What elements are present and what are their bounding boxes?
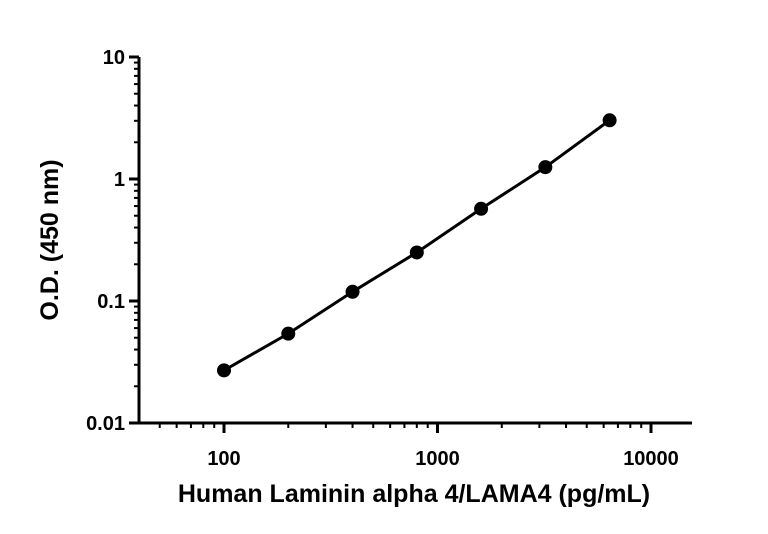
data-point [474,201,489,216]
y-tick-label: 10 [103,47,125,69]
data-point [217,363,231,378]
x-axis-title: Human Laminin alpha 4/LAMA4 (pg/mL) [178,480,650,508]
tick-labels: 0.01 0.1 1 10 100 1000 10000 [86,47,679,470]
y-tick-label: 0.1 [97,291,125,313]
y-tick-label: 0.01 [86,413,125,435]
data-point [345,284,360,299]
data-point [281,326,296,341]
y-tick-label: 1 [114,169,125,191]
data-point [602,113,617,128]
y-axis-title: O.D. (450 nm) [36,159,64,320]
data-point [538,160,553,175]
data-point [409,245,424,260]
axis-ticks [129,55,653,433]
x-tick-label: 100 [207,448,240,470]
x-tick-label: 10000 [623,448,679,470]
axes [137,57,692,425]
data-points [217,113,617,378]
x-tick-label: 1000 [415,448,460,470]
